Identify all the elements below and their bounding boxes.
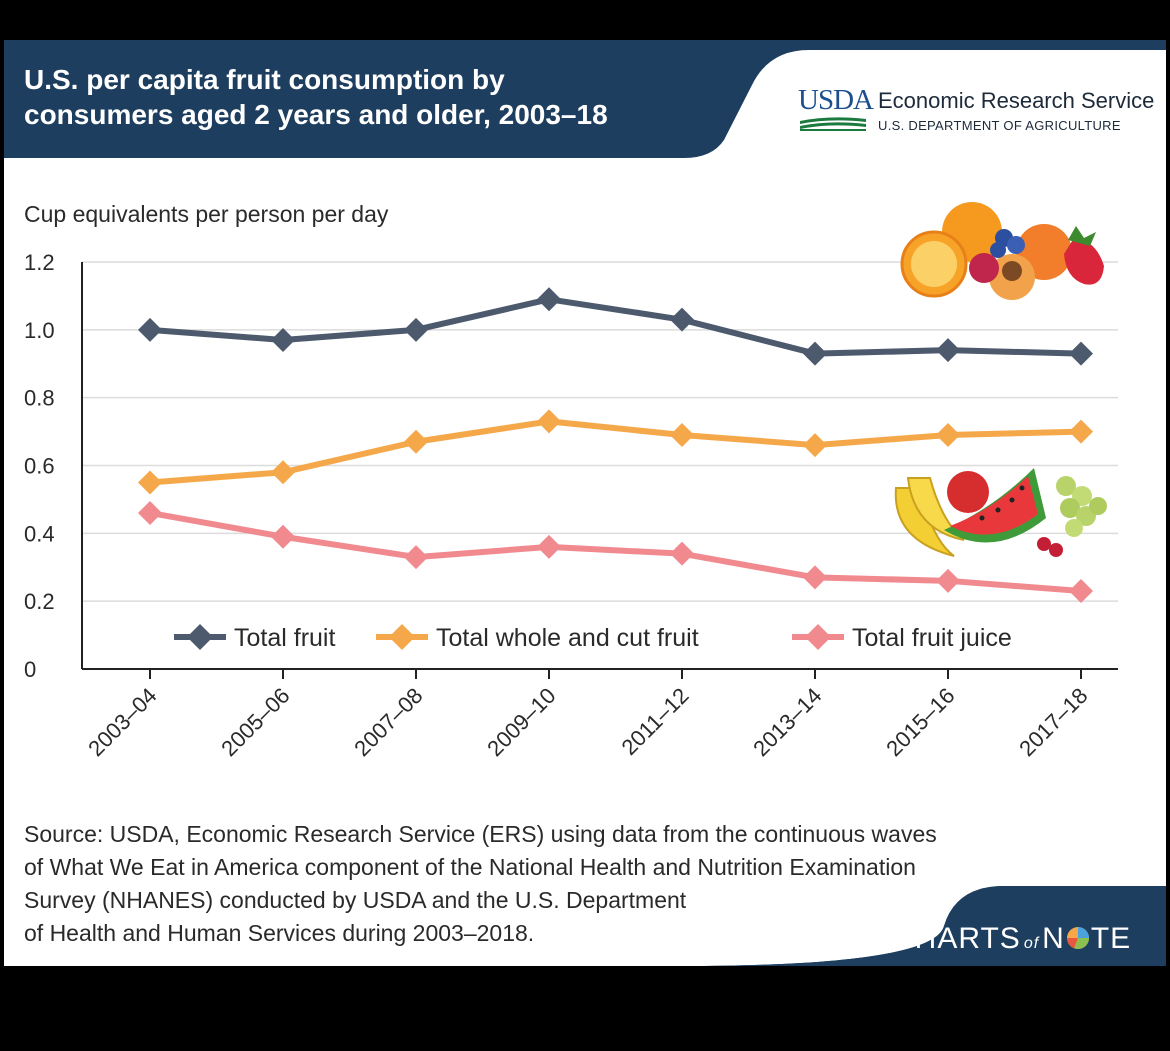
y-tick-label: 1.0 [24,318,55,343]
series-2 [138,409,1093,495]
data-point [537,409,561,434]
x-tick-label: 2013–14 [748,683,826,761]
data-point [404,545,428,570]
data-point [1069,341,1093,366]
x-tick-label: 2005–06 [216,683,294,761]
y-tick-label: 0.8 [24,386,55,411]
legend: Total fruit Total whole and cut fruit Tota… [174,624,1012,652]
data-point [1069,578,1093,603]
data-point [803,433,827,458]
series-lines [138,287,1093,603]
header-banner [4,40,1166,158]
y-tick-label: 1.2 [24,250,55,275]
footer-banner [704,886,1166,966]
brand-note-n: N [1042,922,1065,955]
series-line [149,510,1082,594]
data-point [138,470,162,495]
y-tick-label: 0.4 [24,521,55,546]
data-point [537,287,561,312]
banana-watermelon-grapes-illustration [894,468,1107,557]
data-point [271,460,295,485]
citrus-berries-illustration [900,202,1104,300]
data-point [1069,419,1093,444]
x-tick-label: 2003–04 [83,683,161,761]
series-3 [138,500,1093,603]
x-tick-labels: 2003–04 2005–06 2007–08 2009–10 2011–12 2013–… [83,669,1093,761]
data-point [404,429,428,454]
source-line-2: of What We Eat in America component of t… [24,854,916,880]
y-tick-label: 0.6 [24,454,55,479]
legend-label: Total whole and cut fruit [436,624,699,652]
brand-charts: CHARTS [892,922,1021,955]
title-line-1: U.S. per capita fruit consumption by [24,64,505,95]
source-line-1: Source: USDA, Economic Research Service … [24,821,937,847]
y-tick-label: 0.2 [24,589,55,614]
ers-logo: USDA Economic Research Service U.S. DEPA… [798,84,1158,144]
series-line [149,296,1082,357]
legend-label: Total fruit [234,624,335,652]
source-note: Source: USDA, Economic Research Service … [24,818,1144,950]
department-name: U.S. DEPARTMENT OF AGRICULTURE [878,118,1121,133]
brand-of: of [1023,935,1040,952]
usda-hills-icon [800,117,866,131]
legend-label: Total fruit juice [852,624,1012,652]
x-tick-label: 2015–16 [881,683,959,761]
data-point [936,568,960,593]
source-line-3: Survey (NHANES) conducted by USDA and th… [24,887,687,913]
data-point [670,422,694,447]
axes [81,262,1118,670]
pie-chart-icon [1066,927,1089,950]
series-1 [138,287,1093,366]
x-tick-label: 2011–12 [616,683,693,760]
data-point [670,307,694,332]
y-tick-labels: 0 0.2 0.4 0.6 0.8 1.0 1.2 [24,250,55,682]
brand-note-te: TE [1090,922,1132,955]
chart-title: U.S. per capita fruit consumption by con… [24,62,608,132]
legend-marker [187,624,213,650]
data-point [803,565,827,590]
data-point [271,524,295,549]
source-line-4: of Health and Human Services during 2003… [24,920,535,946]
x-tick-label: 2017–18 [1014,683,1092,761]
data-point [936,338,960,363]
chart-card: U.S. per capita fruit consumption by con… [4,40,1166,966]
data-point [936,422,960,447]
data-point [271,328,295,353]
x-tick-label: 2009–10 [482,683,560,761]
data-point [537,534,561,559]
series-line [149,418,1082,486]
line-chart: Cup equivalents per person per day 00.20… [24,201,1118,761]
agency-name: Economic Research Service [878,88,1155,113]
x-tick-label: 2007–08 [349,683,427,761]
data-point [138,500,162,525]
y-axis-label: Cup equivalents per person per day [24,201,389,227]
data-point [670,541,694,566]
legend-marker [805,624,831,650]
data-point [803,341,827,366]
data-point [138,317,162,342]
usda-wordmark: USDA [798,84,874,116]
legend-marker [389,624,415,650]
y-tick-label: 0 [24,657,36,682]
charts-of-note-logo: CHARTS of N TE [892,922,1131,956]
data-point [404,317,428,342]
title-line-2: consumers aged 2 years and older, 2003–1… [24,99,608,130]
